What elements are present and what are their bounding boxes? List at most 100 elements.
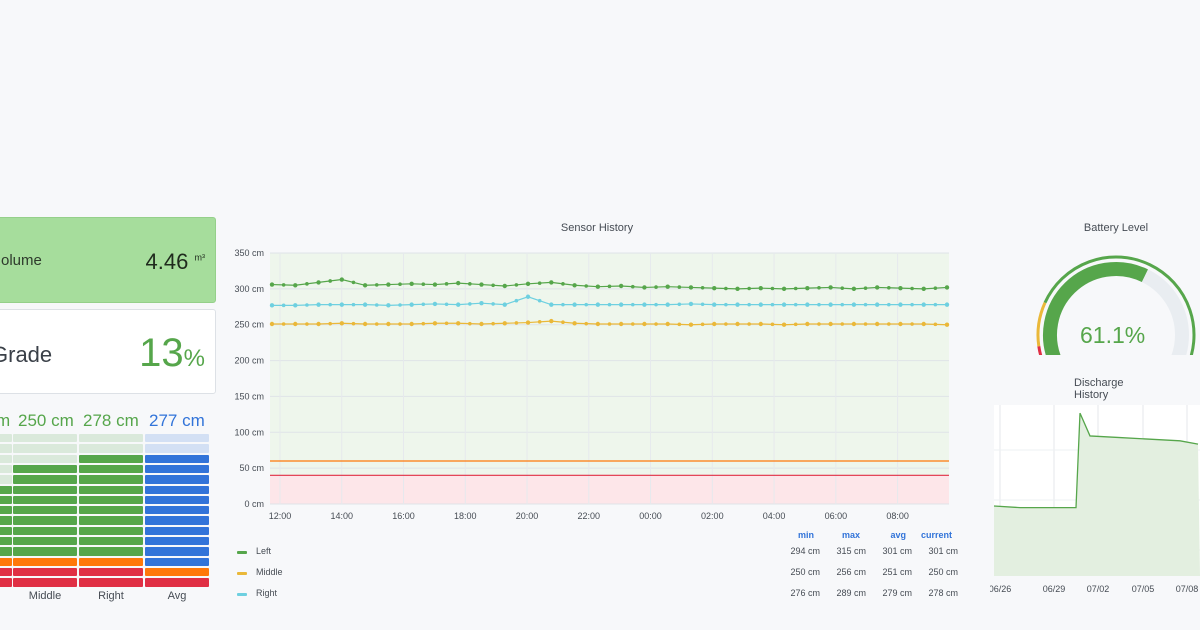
data-point <box>607 284 612 289</box>
data-point <box>398 282 402 286</box>
data-point <box>817 322 821 326</box>
data-point <box>502 321 507 326</box>
grade-label: Grade <box>0 342 53 367</box>
gauge-label-right: Right <box>98 590 124 602</box>
bar-gauge-segment <box>79 557 143 566</box>
bar-gauge-segment <box>145 434 209 443</box>
data-point <box>630 322 635 326</box>
data-point <box>781 302 787 307</box>
discharge-title[interactable]: Discharge History <box>1074 377 1124 401</box>
data-point <box>677 302 682 307</box>
volume-label: olume <box>1 252 42 269</box>
data-point <box>281 322 286 326</box>
data-point <box>642 302 647 307</box>
legend-header-min[interactable]: min <box>797 530 814 540</box>
sensor-history-chart[interactable]: 0 cm 50 cm 100 cm 150 cm 200 cm 250 cm 300 cm 3… <box>224 240 954 530</box>
legend-min: 276 cm <box>790 588 820 598</box>
bar-gauge-segment <box>145 444 209 453</box>
bar-gauge-panel[interactable] <box>0 434 216 590</box>
bar-gauge-column <box>13 434 77 588</box>
x-tick-label: 07/08 <box>1176 584 1199 594</box>
legend-name: Left <box>256 546 272 556</box>
legend-header-current[interactable]: current <box>920 530 952 540</box>
data-point <box>758 302 763 307</box>
legend-header-max[interactable]: max <box>841 530 860 540</box>
data-point <box>293 283 298 288</box>
grade-stat-panel[interactable]: Grade 13% <box>0 309 216 394</box>
data-point <box>572 302 577 307</box>
y-tick-label: 250 cm <box>234 320 264 330</box>
data-point <box>781 322 787 327</box>
legend-row-left[interactable]: Left 294 cm 315 cm 301 cm 301 cm <box>230 546 962 560</box>
data-point <box>444 282 449 286</box>
data-point <box>677 322 682 327</box>
data-point <box>525 281 531 287</box>
bar-gauge-segment <box>0 516 12 525</box>
bar-gauge-segment <box>13 516 77 525</box>
legend-row-middle[interactable]: Middle 250 cm 256 cm 251 cm 250 cm <box>230 567 962 581</box>
legend-max: 256 cm <box>836 567 866 577</box>
data-point <box>677 285 682 289</box>
data-point <box>374 303 379 307</box>
threshold-region-critical <box>270 475 949 504</box>
data-point <box>758 285 763 291</box>
data-point <box>887 302 891 307</box>
data-point <box>305 322 309 326</box>
data-point <box>398 303 402 307</box>
discharge-line[interactable] <box>993 412 1199 509</box>
data-point <box>933 322 938 327</box>
x-tick-label: 06:00 <box>825 511 848 521</box>
legend-row-right[interactable]: Right 276 cm 289 cm 279 cm 278 cm <box>230 588 962 602</box>
data-point <box>351 280 356 285</box>
data-point <box>874 285 880 290</box>
bar-gauge-segment <box>145 485 209 494</box>
data-point <box>793 322 798 327</box>
volume-value: 4.46 m³ <box>145 249 205 274</box>
data-point <box>688 322 694 327</box>
data-point <box>828 285 833 290</box>
volume-stat-panel[interactable]: olume 4.46 m³ <box>0 217 216 303</box>
data-point <box>618 321 624 327</box>
data-point <box>944 285 950 290</box>
bar-gauge-segment <box>145 475 209 484</box>
bar-gauge-segment <box>13 475 77 484</box>
data-point <box>362 302 368 307</box>
bar-gauge-segment <box>145 506 209 515</box>
data-point <box>339 321 345 326</box>
data-point <box>444 302 449 307</box>
data-point <box>724 302 728 307</box>
data-point <box>910 322 914 326</box>
gauge-value-middle: 250 cm <box>18 411 74 430</box>
bar-gauge-segment <box>145 454 209 463</box>
bar-gauge-segment <box>145 578 209 587</box>
bar-gauge-segment <box>0 485 12 494</box>
discharge-history-chart[interactable]: 06/26 06/29 07/02 07/05 07/08 <box>990 400 1200 610</box>
bar-gauge-segment <box>145 537 209 546</box>
data-point <box>665 321 670 327</box>
data-point <box>747 322 751 326</box>
data-point <box>549 280 554 285</box>
discharge-area <box>994 413 1200 576</box>
bar-gauge-segment <box>13 537 77 546</box>
legend-swatch-middle <box>237 572 247 575</box>
bar-gauge-segment <box>79 537 143 546</box>
sensor-history-title[interactable]: Sensor History <box>560 222 634 234</box>
data-point <box>933 286 938 290</box>
legend-header-avg[interactable]: avg <box>890 530 906 540</box>
bar-gauge-column <box>0 434 12 588</box>
bar-gauge-segment <box>13 485 77 494</box>
data-point <box>887 322 891 326</box>
data-point <box>724 322 728 326</box>
data-point <box>910 302 914 307</box>
legend-current: 278 cm <box>928 588 958 598</box>
battery-title[interactable]: Battery Level <box>1083 222 1149 234</box>
data-point <box>793 286 798 291</box>
data-point <box>898 321 903 327</box>
bar-gauge-segment <box>145 526 209 536</box>
legend-current: 250 cm <box>928 567 958 577</box>
data-point <box>281 303 286 308</box>
data-point <box>491 302 495 306</box>
data-point <box>479 301 484 306</box>
data-point <box>805 302 810 307</box>
data-point <box>607 302 612 307</box>
